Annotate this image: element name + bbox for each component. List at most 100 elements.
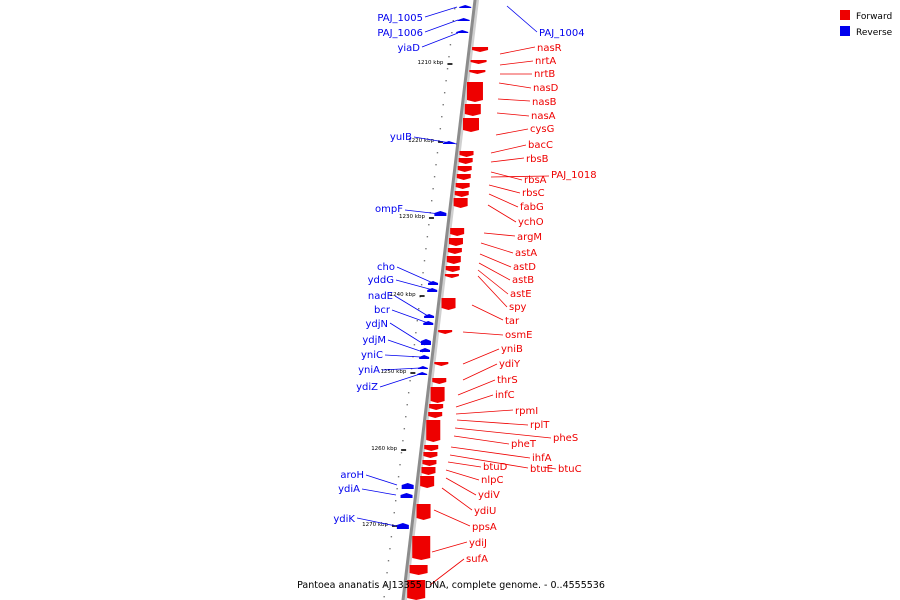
gene-label-nasr[interactable]: nasR: [537, 43, 562, 54]
gene-label-aroh[interactable]: aroH: [340, 470, 364, 481]
gene-label-paj-1018[interactable]: PAJ_1018: [551, 170, 597, 181]
legend-reverse[interactable]: Reverse: [840, 26, 893, 38]
gene-label-rbsb[interactable]: rbsB: [526, 154, 549, 165]
reverse-gene-glyph[interactable]: [459, 5, 472, 8]
gene-label-btue[interactable]: btuE: [530, 464, 553, 475]
legend-forward[interactable]: Forward: [840, 10, 892, 22]
gene-label-ydik[interactable]: ydiK: [333, 514, 355, 525]
gene-label-paj-1006[interactable]: PAJ_1006: [377, 28, 423, 39]
gene-label-btuc[interactable]: btuC: [558, 464, 582, 475]
gene-label-ihfa[interactable]: ihfA: [532, 453, 552, 464]
gene-label-btud[interactable]: btuD: [483, 462, 508, 473]
forward-gene-glyph[interactable]: [424, 445, 439, 451]
forward-gene-glyph[interactable]: [446, 256, 461, 264]
forward-gene-glyph[interactable]: [459, 151, 474, 157]
gene-label-paj-1004[interactable]: PAJ_1004: [539, 28, 585, 39]
gene-label-rbsc[interactable]: rbsC: [522, 188, 545, 199]
forward-gene-glyph[interactable]: [456, 174, 471, 180]
forward-gene-glyph[interactable]: [466, 82, 483, 102]
gene-label-ydiy[interactable]: ydiY: [499, 359, 521, 370]
gene-label-rbsa[interactable]: rbsA: [524, 175, 547, 186]
gene-label-ydjn[interactable]: ydjN: [365, 319, 388, 330]
forward-gene-glyph[interactable]: [421, 467, 436, 475]
forward-gene-glyph[interactable]: [409, 565, 428, 575]
forward-gene-glyph[interactable]: [444, 274, 459, 278]
gene-label-thrs[interactable]: thrS: [497, 375, 518, 386]
forward-gene-glyph[interactable]: [430, 387, 445, 403]
gene-label-nlpc[interactable]: nlpC: [481, 475, 503, 486]
forward-gene-glyph[interactable]: [438, 330, 453, 334]
gene-label-ydjm[interactable]: ydjM: [362, 335, 386, 346]
forward-gene-glyph[interactable]: [453, 198, 468, 208]
forward-gene-glyph[interactable]: [426, 420, 441, 442]
gene-label-ydiu[interactable]: ydiU: [474, 506, 496, 517]
forward-gene-glyph[interactable]: [470, 60, 487, 64]
forward-gene-glyph[interactable]: [407, 580, 426, 600]
gene-label-phet[interactable]: pheT: [511, 439, 537, 450]
gene-label-ydia[interactable]: ydiA: [338, 484, 360, 495]
gene-label-infc[interactable]: infC: [495, 390, 515, 401]
forward-gene-glyph[interactable]: [455, 183, 470, 189]
reverse-gene-glyph[interactable]: [419, 355, 430, 359]
forward-gene-glyph[interactable]: [429, 404, 444, 410]
gene-label-nade[interactable]: nadE: [368, 291, 393, 302]
forward-gene-glyph[interactable]: [432, 378, 447, 384]
gene-label-nrta[interactable]: nrtA: [535, 56, 556, 67]
gene-label-ompf[interactable]: ompF: [375, 204, 403, 215]
forward-gene-glyph[interactable]: [434, 362, 449, 366]
gene-label-argm[interactable]: argM: [517, 232, 542, 243]
gene-label-cysg[interactable]: cysG: [530, 124, 554, 135]
gene-label-fabg[interactable]: fabG: [520, 202, 544, 213]
gene-label-spy[interactable]: spy: [509, 302, 527, 313]
gene-label-nrtb[interactable]: nrtB: [534, 69, 555, 80]
gene-label-cho[interactable]: cho: [377, 262, 395, 273]
gene-label-rplt[interactable]: rplT: [530, 420, 550, 431]
gene-label-tar[interactable]: tar: [505, 316, 520, 327]
reverse-gene-glyph[interactable]: [457, 18, 470, 21]
forward-gene-glyph[interactable]: [448, 238, 463, 246]
gene-label-bcr[interactable]: bcr: [374, 305, 391, 316]
gene-label-bacc[interactable]: bacC: [528, 140, 553, 151]
forward-gene-glyph[interactable]: [428, 412, 443, 418]
gene-label-ynia[interactable]: yniA: [358, 365, 380, 376]
forward-gene-glyph[interactable]: [469, 70, 486, 74]
reverse-gene-glyph[interactable]: [400, 493, 413, 498]
gene-label-astd[interactable]: astD: [513, 262, 536, 273]
forward-gene-glyph[interactable]: [445, 266, 460, 272]
gene-label-paj-1005[interactable]: PAJ_1005: [377, 13, 423, 24]
forward-gene-glyph[interactable]: [472, 47, 489, 52]
gene-label-yiad[interactable]: yiaD: [397, 43, 420, 54]
gene-label-nasd[interactable]: nasD: [533, 83, 559, 94]
forward-gene-glyph[interactable]: [423, 452, 438, 458]
gene-label-aste[interactable]: astE: [510, 289, 532, 300]
forward-gene-glyph[interactable]: [447, 248, 462, 254]
gene-label-ydiz[interactable]: ydiZ: [356, 382, 378, 393]
forward-gene-glyph[interactable]: [464, 104, 481, 116]
reverse-gene-glyph[interactable]: [456, 30, 469, 33]
gene-label-asta[interactable]: astA: [515, 248, 537, 259]
gene-label-ydij[interactable]: ydiJ: [469, 538, 487, 549]
forward-gene-glyph[interactable]: [416, 504, 431, 520]
forward-gene-glyph[interactable]: [441, 298, 456, 310]
forward-gene-glyph[interactable]: [412, 536, 431, 560]
gene-label-yuib[interactable]: yuIB: [390, 132, 412, 143]
gene-label-astb[interactable]: astB: [512, 275, 534, 286]
gene-label-ynib[interactable]: yniB: [501, 344, 523, 355]
forward-gene-glyph[interactable]: [458, 158, 473, 164]
reverse-gene-glyph[interactable]: [401, 483, 414, 489]
forward-gene-glyph[interactable]: [450, 228, 465, 236]
gene-label-rpmi[interactable]: rpmI: [515, 406, 538, 417]
gene-label-nasb[interactable]: nasB: [532, 97, 557, 108]
forward-gene-glyph[interactable]: [420, 476, 435, 488]
reverse-gene-glyph[interactable]: [420, 339, 431, 345]
gene-label-sufa[interactable]: sufA: [466, 554, 488, 565]
gene-label-ycho[interactable]: ychO: [518, 217, 544, 228]
gene-label-phes[interactable]: pheS: [553, 433, 578, 444]
reverse-gene-glyph[interactable]: [434, 211, 447, 216]
forward-gene-glyph[interactable]: [457, 166, 472, 172]
gene-label-osme[interactable]: osmE: [505, 330, 532, 341]
forward-gene-glyph[interactable]: [463, 118, 479, 132]
gene-label-nasa[interactable]: nasA: [531, 111, 556, 122]
forward-gene-glyph[interactable]: [454, 191, 469, 197]
gene-label-ydiv[interactable]: ydiV: [478, 490, 500, 501]
